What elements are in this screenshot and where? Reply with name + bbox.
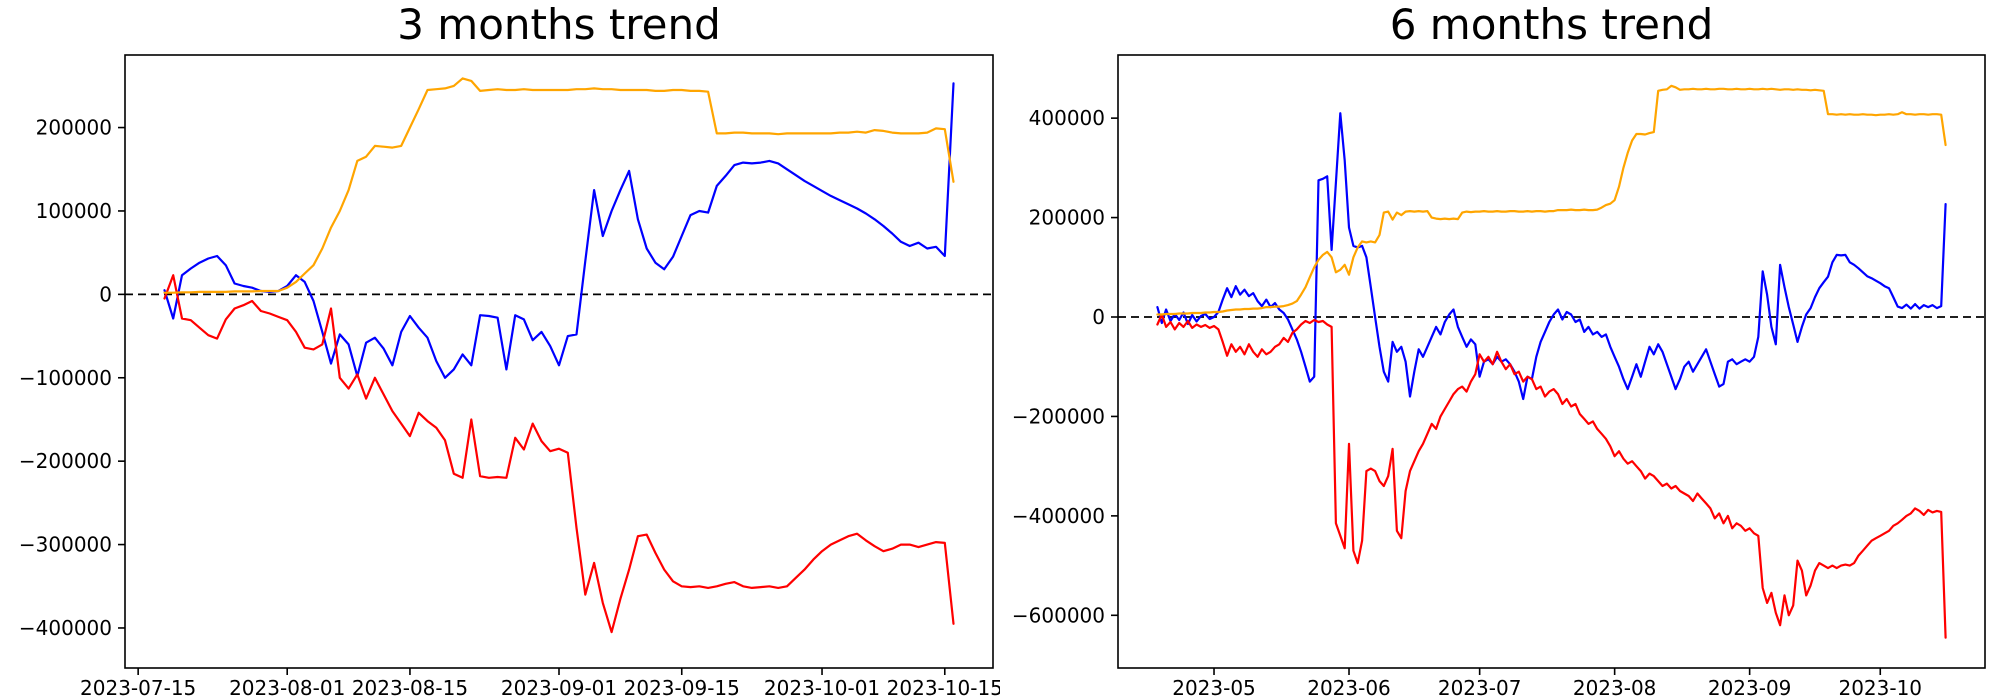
plot-3-months: 200000 100000 0 −100000 −200000 −300000 −40000… xyxy=(19,54,1000,700)
x-tick-label: 2023-08 xyxy=(1573,676,1657,700)
x-tick-label: 2023-10 xyxy=(1838,676,1922,700)
x-tick-label: 2023-06 xyxy=(1307,676,1391,700)
y-tick-label: 0 xyxy=(99,282,112,306)
chart-3-months-trend: 3 months trend 200000 100000 0 −100000 −2000… xyxy=(19,0,1000,700)
series-orange-line xyxy=(163,77,955,294)
series-blue-line xyxy=(1156,112,1947,401)
y-tick-label: 200000 xyxy=(1029,206,1105,230)
x-tick-label: 2023-08-15 xyxy=(352,676,468,700)
y-tick-label: 200000 xyxy=(36,116,112,140)
y-tick-label: −400000 xyxy=(19,616,112,640)
series-orange-line xyxy=(1156,84,1947,316)
y-tick-label: 400000 xyxy=(1029,106,1105,130)
y-tick-label: −200000 xyxy=(19,449,112,473)
x-tick-label: 2023-05 xyxy=(1172,676,1256,700)
y-tick-label: −200000 xyxy=(1012,404,1105,428)
x-tick-label: 2023-10-15 xyxy=(887,676,1000,700)
axes-frame xyxy=(1117,54,1986,669)
x-tick-label: 2023-10-01 xyxy=(764,676,880,700)
y-tick-label: −600000 xyxy=(1012,603,1105,627)
x-tick-label: 2023-07-15 xyxy=(80,676,196,700)
y-tick-label: −300000 xyxy=(19,533,112,557)
series-red-line xyxy=(1156,313,1947,639)
y-tick-label: 0 xyxy=(1092,305,1105,329)
chart-6-months-trend: 6 months trend 400000 200000 0 −200000 −4000… xyxy=(1000,0,2000,700)
chart-title-3-months: 3 months trend xyxy=(397,0,721,49)
x-tick-label: 2023-07 xyxy=(1438,676,1522,700)
y-tick-label: 100000 xyxy=(36,199,112,223)
chart-title-6-months: 6 months trend xyxy=(1389,0,1714,49)
plot-6-months: 400000 200000 0 −200000 −400000 −600000 2023-0… xyxy=(1012,54,1986,700)
x-tick-label: 2023-08-01 xyxy=(229,676,345,700)
series-blue-line xyxy=(163,82,955,379)
x-tick-label: 2023-09-15 xyxy=(624,676,740,700)
y-tick-label: −100000 xyxy=(19,366,112,390)
series-red-line xyxy=(163,274,955,634)
y-tick-label: −400000 xyxy=(1012,504,1105,528)
x-tick-label: 2023-09 xyxy=(1708,676,1792,700)
x-tick-label: 2023-09-01 xyxy=(501,676,617,700)
